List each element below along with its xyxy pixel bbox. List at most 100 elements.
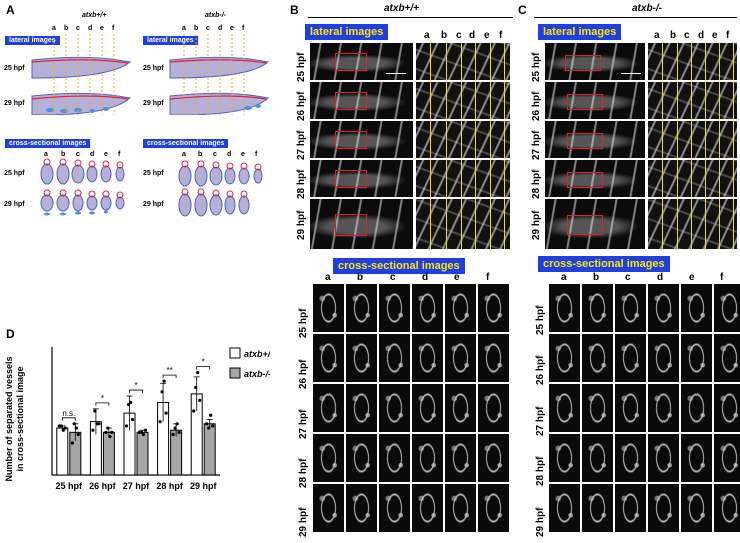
- cross-section-image: [615, 284, 646, 332]
- cross-section-image: [445, 384, 476, 432]
- cross-letter: b: [198, 151, 202, 158]
- data-point: [164, 411, 168, 415]
- cross-section-image: [412, 334, 443, 382]
- cross-section-image: [714, 334, 740, 382]
- cross-section-image: [313, 484, 344, 532]
- panel-c-title-line: [534, 17, 737, 18]
- cross-section-image: [714, 384, 740, 432]
- cross-section-image: [313, 284, 344, 332]
- data-point: [110, 430, 114, 434]
- data-point: [108, 435, 112, 439]
- tail-shape: [169, 92, 270, 115]
- panel-a-lateral-badge-wt: lateral images: [5, 36, 60, 45]
- cross-section-image: [346, 334, 377, 382]
- cross-time: 29 hpf: [143, 201, 164, 208]
- bar: [203, 423, 216, 476]
- row-time-label: 26 hpf: [296, 91, 307, 121]
- cross-section-image: [549, 434, 580, 482]
- bar: [56, 427, 69, 476]
- cross-section-image: [445, 284, 476, 332]
- cross-section-image: [379, 434, 410, 482]
- cross-section-image: [346, 284, 377, 332]
- cross-section-image: [648, 334, 679, 382]
- data-point: [63, 426, 67, 430]
- col-letter: d: [422, 272, 429, 283]
- cross-section-image: [478, 434, 509, 482]
- lat-letter: b: [194, 25, 198, 32]
- significance-label: *: [134, 381, 137, 390]
- cross-letter: a: [182, 151, 186, 158]
- lat-letter: a: [52, 25, 56, 32]
- cross-section-image: [346, 484, 377, 532]
- row-time-label: 28 hpf: [298, 458, 309, 488]
- data-point: [192, 409, 196, 413]
- cross-time: 25 hpf: [4, 170, 25, 177]
- cross-section-image: [582, 484, 613, 532]
- cross-section-image: [379, 484, 410, 532]
- cross-section-image: [582, 384, 613, 432]
- data-point: [162, 379, 166, 383]
- lateral-image: [545, 121, 645, 158]
- lateral-image: [545, 199, 645, 249]
- row-time-label: 29 hpf: [296, 210, 307, 240]
- col-letter: a: [561, 272, 567, 283]
- row-time-label: 28 hpf: [296, 169, 307, 199]
- cross-section-image: [346, 384, 377, 432]
- cross-letter: c: [76, 151, 80, 158]
- lat-time: 29 hpf: [4, 100, 25, 107]
- data-point: [209, 413, 213, 417]
- cross-section-image: [648, 434, 679, 482]
- col-letter: b: [357, 272, 364, 283]
- data-point: [130, 417, 135, 422]
- col-letter: b: [593, 272, 600, 283]
- data-point: [198, 398, 202, 402]
- col-letter: a: [654, 30, 660, 41]
- cross-section-image: [412, 284, 443, 332]
- row-time-label: 29 hpf: [531, 210, 542, 240]
- cross-section-image: [714, 434, 740, 482]
- cross-dots: [44, 210, 108, 216]
- cross-section-image: [478, 284, 509, 332]
- lat-time: 25 hpf: [143, 65, 164, 72]
- data-point: [72, 422, 76, 426]
- bar: [136, 431, 149, 476]
- panel-a-lateral-badge-mut: lateral images: [143, 36, 198, 45]
- lateral-image: [310, 160, 413, 197]
- cross-section-image: [648, 284, 679, 332]
- lat-time: 29 hpf: [143, 100, 164, 107]
- cross-letter: f: [118, 151, 121, 158]
- cross-section-image: [582, 434, 613, 482]
- row-time-label: 29 hpf: [535, 507, 546, 537]
- lat-time: 25 hpf: [4, 65, 25, 72]
- col-letter: c: [625, 272, 631, 283]
- cross-section-image: [681, 334, 712, 382]
- significance-label: *: [101, 394, 104, 403]
- cross-section-image: [379, 284, 410, 332]
- panel-c-cross-badge: cross-sectional images: [538, 256, 670, 272]
- row-time-label: 25 hpf: [298, 308, 309, 338]
- col-letter: b: [441, 30, 448, 41]
- lateral-image: [545, 160, 645, 197]
- cross-section-image: [681, 434, 712, 482]
- cross-section-image: [445, 434, 476, 482]
- col-letter: f: [499, 30, 503, 41]
- row-time-label: 28 hpf: [531, 169, 542, 199]
- data-point: [171, 432, 175, 437]
- zoom-image: [648, 199, 737, 249]
- col-letter: e: [454, 272, 460, 283]
- data-point: [59, 424, 63, 428]
- col-letter: d: [469, 30, 476, 41]
- cross-section-image: [714, 484, 740, 532]
- cross-section-image: [379, 334, 410, 382]
- col-letter: f: [486, 272, 490, 283]
- lat-letter: d: [88, 25, 92, 32]
- cross-section-image: [681, 284, 712, 332]
- cross-section-image: [445, 484, 476, 532]
- row-time-label: 28 hpf: [535, 456, 546, 486]
- zoom-image: [648, 121, 737, 158]
- panel-letter-d: D: [6, 327, 15, 341]
- data-point: [160, 390, 164, 394]
- col-letter: f: [726, 30, 730, 41]
- row-time-label: 25 hpf: [296, 52, 307, 82]
- col-letter: a: [325, 272, 331, 283]
